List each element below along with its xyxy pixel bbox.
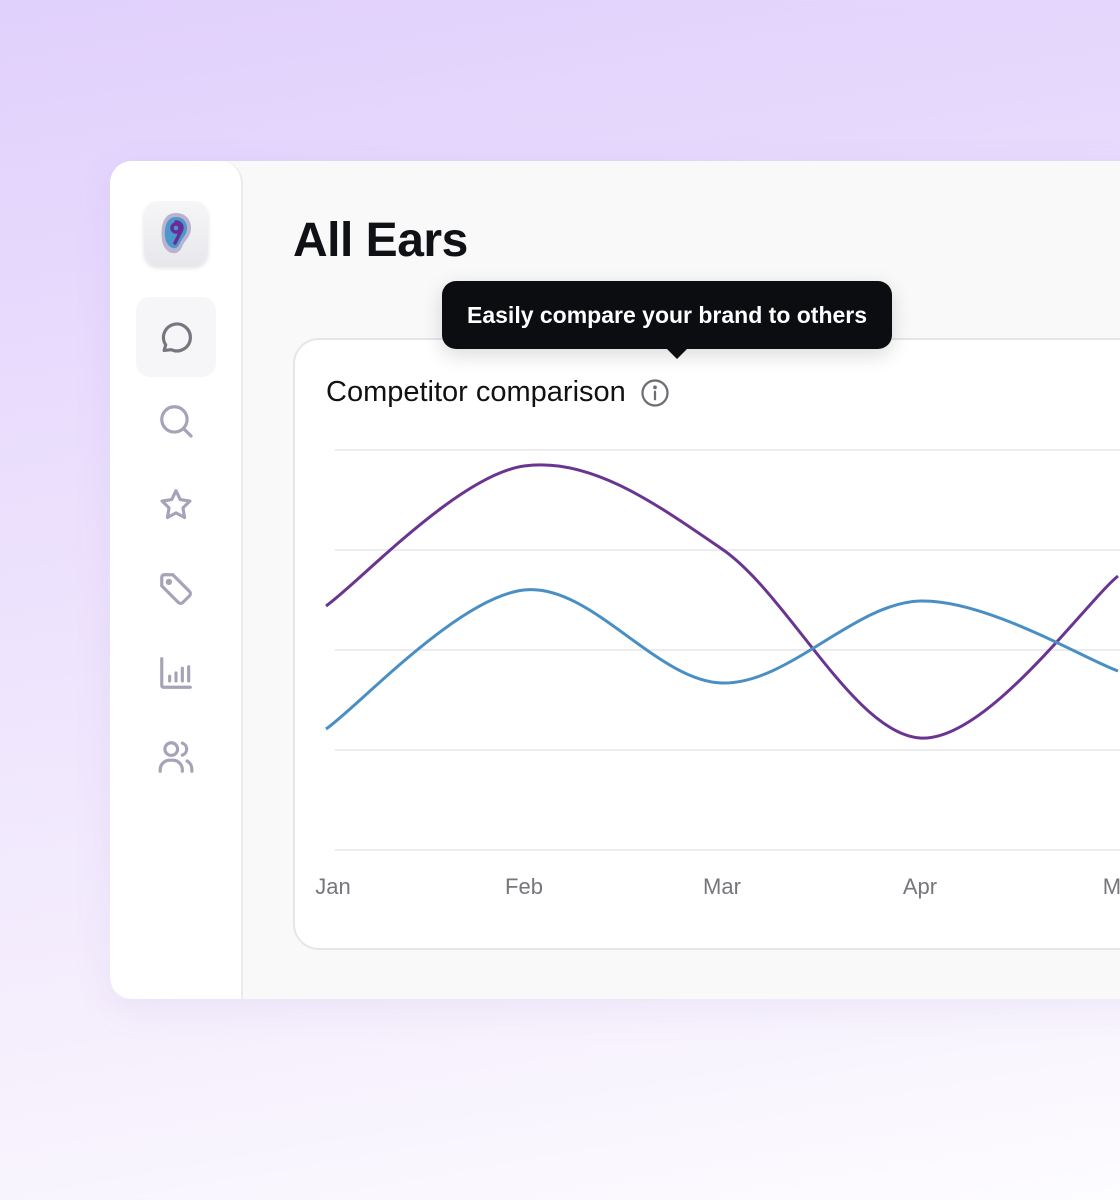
- ear-logo-icon: [161, 213, 191, 254]
- x-tick-label: Ma: [1103, 874, 1120, 899]
- card-header: Competitor comparison: [326, 376, 670, 409]
- info-icon[interactable]: [640, 378, 670, 408]
- bar-chart-icon: [160, 657, 192, 689]
- x-tick-label: Apr: [903, 874, 937, 899]
- sidebar: [110, 161, 243, 999]
- x-tick-label: Jan: [315, 874, 350, 899]
- x-tick-label: Feb: [505, 874, 543, 899]
- competitor-comparison-card: Competitor comparison Jan Feb Mar Apr Ma: [293, 338, 1120, 950]
- chat-bubble-icon: [161, 322, 192, 353]
- card-title: Competitor comparison: [326, 376, 626, 408]
- search-icon: [160, 405, 193, 438]
- line-chart: Jan Feb Mar Apr Ma: [315, 449, 1120, 899]
- sidebar-item-analytics[interactable]: [136, 633, 216, 713]
- tag-icon: [160, 573, 192, 605]
- series-purple-line: [325, 463, 1119, 740]
- sidebar-item-messages[interactable]: [136, 297, 216, 377]
- x-tick-label: Mar: [703, 874, 741, 899]
- sidebar-item-tags[interactable]: [136, 549, 216, 629]
- series-blue-line: [325, 588, 1119, 731]
- page-title: All Ears: [293, 214, 468, 267]
- sidebar-item-favorites[interactable]: [136, 465, 216, 545]
- sidebar-item-users[interactable]: [136, 717, 216, 797]
- tooltip: Easily compare your brand to others: [442, 281, 893, 359]
- sidebar-item-search[interactable]: [136, 381, 216, 461]
- app-logo[interactable]: [144, 201, 208, 265]
- star-icon: [160, 489, 192, 520]
- app-window: All Ears Competitor comparison Jan Feb Mar…: [110, 161, 1120, 999]
- users-icon: [158, 741, 194, 773]
